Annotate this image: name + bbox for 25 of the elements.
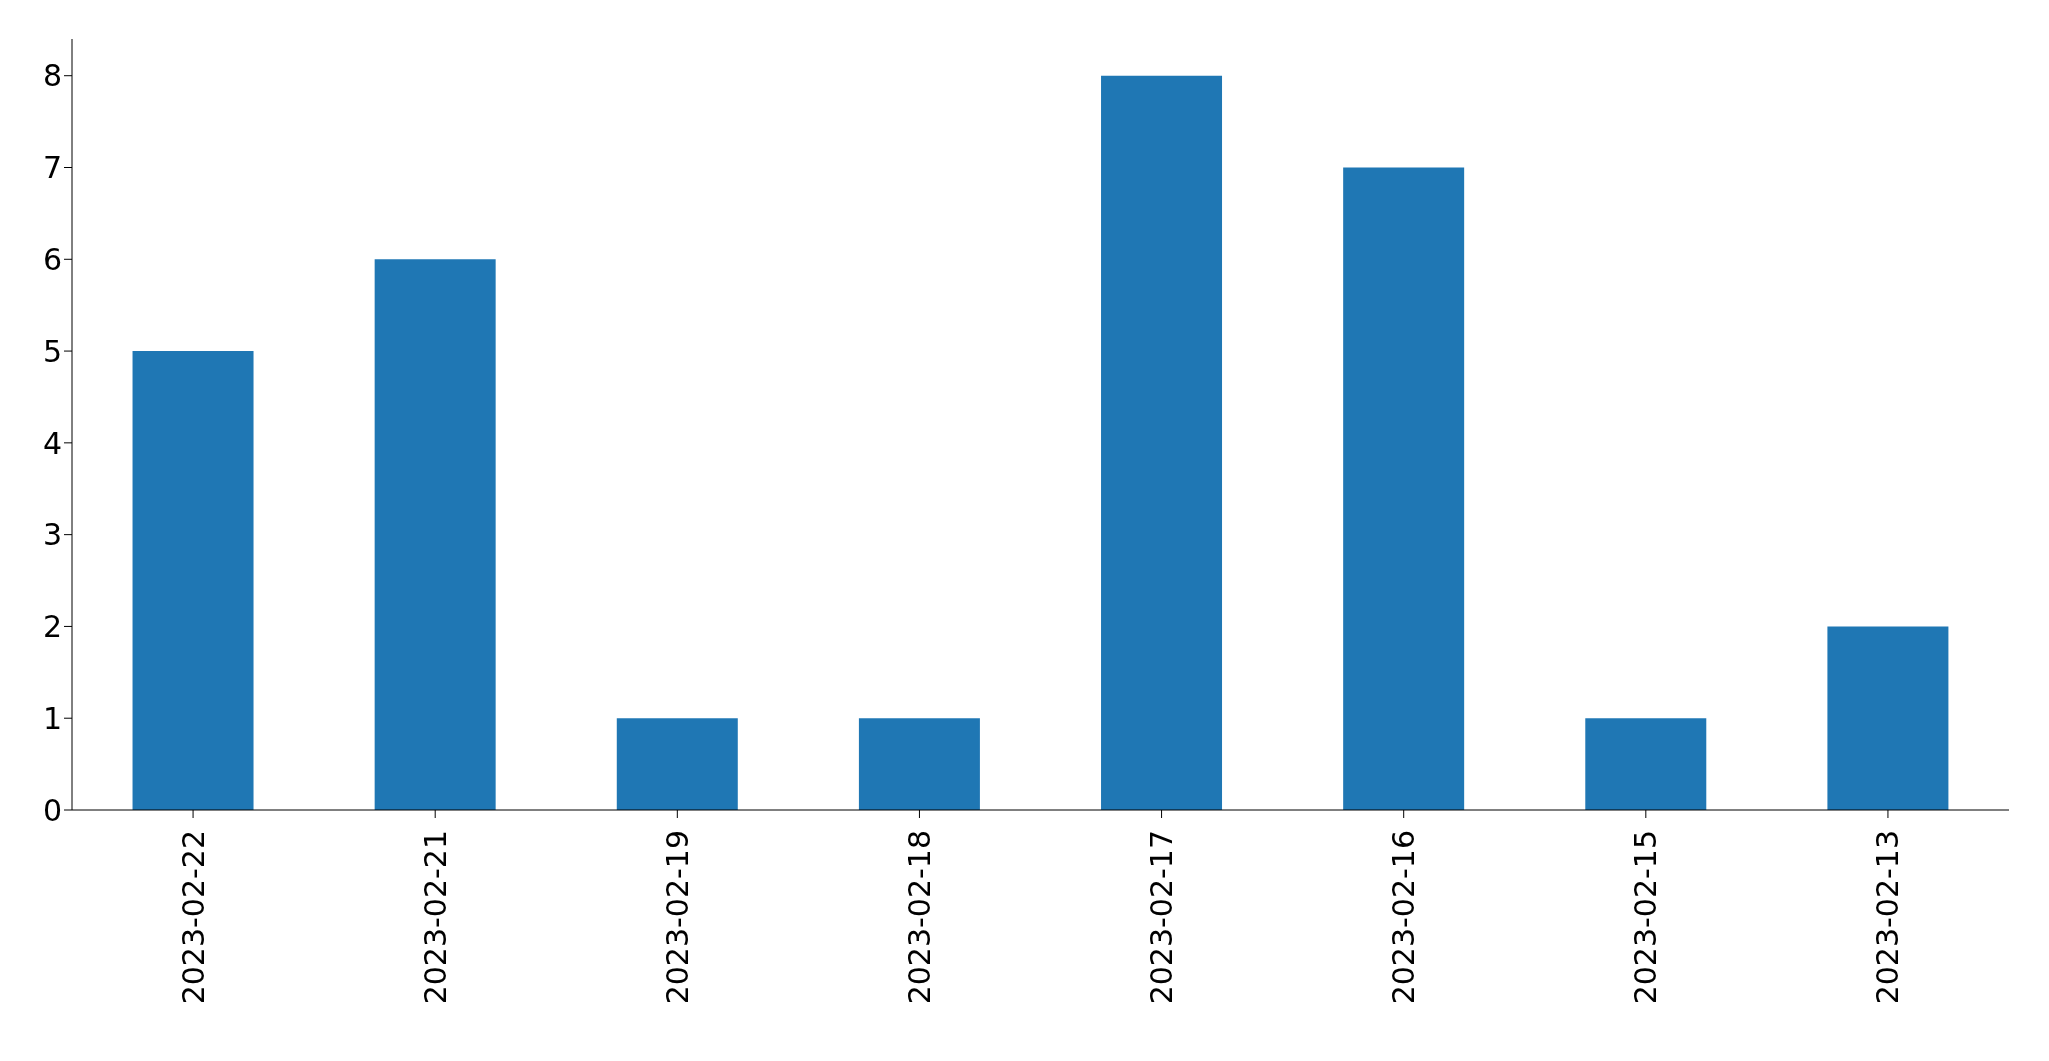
y-tick-label: 6 — [42, 241, 62, 277]
x-tick-label: 2023-02-16 — [1386, 830, 1422, 1005]
bar — [1585, 718, 1707, 810]
y-tick-label: 1 — [42, 700, 62, 736]
y-tick-label: 4 — [42, 425, 62, 461]
y-tick-label: 5 — [42, 333, 62, 369]
bar — [616, 718, 738, 810]
bar — [1101, 75, 1223, 810]
y-tick-label: 8 — [42, 58, 62, 94]
x-tick-label: 2023-02-15 — [1628, 830, 1664, 1005]
y-tick-label: 7 — [42, 150, 62, 186]
x-tick-label: 2023-02-13 — [1870, 830, 1906, 1005]
x-tick-label: 2023-02-22 — [175, 830, 211, 1005]
x-tick-label: 2023-02-18 — [901, 830, 937, 1005]
bar — [1343, 167, 1465, 810]
y-tick-label: 3 — [42, 517, 62, 553]
x-tick-label: 2023-02-21 — [417, 830, 453, 1005]
y-tick-label: 0 — [42, 792, 62, 828]
bar — [374, 259, 496, 810]
x-tick-label: 2023-02-19 — [659, 830, 695, 1005]
bar — [1827, 626, 1949, 810]
y-tick-label: 2 — [42, 609, 62, 645]
x-tick-label: 2023-02-17 — [1144, 830, 1180, 1005]
bar — [132, 351, 254, 810]
bar — [858, 718, 980, 810]
